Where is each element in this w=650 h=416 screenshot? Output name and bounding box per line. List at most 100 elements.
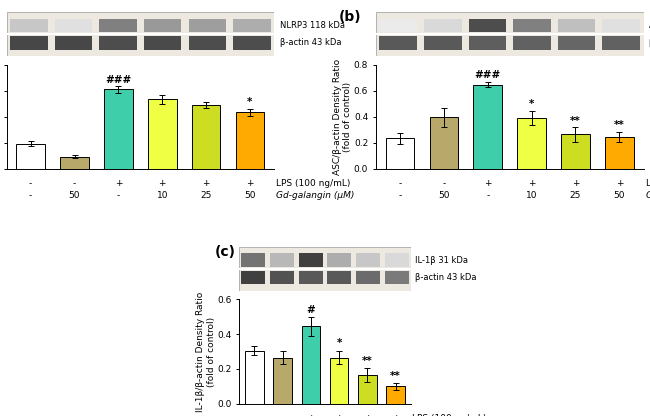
Bar <box>517 118 546 169</box>
Bar <box>424 36 462 50</box>
Bar <box>192 105 220 169</box>
Text: **: ** <box>390 371 401 381</box>
Bar <box>469 36 506 50</box>
Bar <box>385 138 414 169</box>
Bar <box>233 36 270 50</box>
Bar <box>302 326 320 404</box>
Text: #: # <box>307 305 315 314</box>
Text: +: + <box>159 179 166 188</box>
Bar <box>245 351 264 404</box>
Text: +: + <box>307 414 315 416</box>
Text: 50: 50 <box>69 191 80 200</box>
Bar <box>270 253 294 267</box>
Bar <box>386 386 405 404</box>
Text: -: - <box>398 179 402 188</box>
Text: β-actin 43 kDa: β-actin 43 kDa <box>649 38 650 47</box>
Bar <box>188 19 226 32</box>
Text: -: - <box>398 191 402 200</box>
Bar <box>469 19 506 32</box>
Text: -: - <box>253 414 256 416</box>
Bar <box>605 137 634 169</box>
Y-axis label: ASC/β-actin Density Ratio
(fold of control): ASC/β-actin Density Ratio (fold of contr… <box>333 59 352 175</box>
Bar <box>561 134 590 169</box>
Bar <box>380 19 417 32</box>
Text: LPS (100 ng/mL): LPS (100 ng/mL) <box>413 414 487 416</box>
Text: -: - <box>281 414 284 416</box>
Text: ###: ### <box>105 74 131 84</box>
Text: 10: 10 <box>526 191 538 200</box>
Bar <box>55 36 92 50</box>
Text: (c): (c) <box>214 245 236 259</box>
Text: (b): (b) <box>339 10 361 24</box>
Bar <box>298 270 322 285</box>
Bar <box>430 117 458 169</box>
Text: *: * <box>337 339 342 349</box>
Text: -: - <box>486 191 489 200</box>
Text: +: + <box>392 414 399 416</box>
Bar <box>99 36 136 50</box>
Text: +: + <box>484 179 491 188</box>
Text: -: - <box>73 179 76 188</box>
Text: ASC 22 kDa: ASC 22 kDa <box>649 21 650 30</box>
Bar <box>385 253 409 267</box>
Bar <box>328 270 352 285</box>
Text: +: + <box>335 414 343 416</box>
Bar <box>603 36 640 50</box>
Text: 50: 50 <box>438 191 450 200</box>
Bar <box>148 99 177 169</box>
Bar <box>270 270 294 285</box>
Text: ###: ### <box>474 70 501 80</box>
Bar <box>380 36 417 50</box>
Text: +: + <box>572 179 579 188</box>
Text: +: + <box>114 179 122 188</box>
Text: +: + <box>616 179 623 188</box>
Text: +: + <box>202 179 210 188</box>
Bar <box>558 36 595 50</box>
Text: 25: 25 <box>570 191 581 200</box>
Text: -: - <box>117 191 120 200</box>
Bar <box>241 253 265 267</box>
Bar <box>358 375 376 404</box>
Bar <box>10 19 47 32</box>
Text: β-actin 43 kDa: β-actin 43 kDa <box>280 38 341 47</box>
Bar <box>603 19 640 32</box>
Bar <box>558 19 595 32</box>
Text: *: * <box>248 97 253 107</box>
Bar <box>144 36 181 50</box>
Bar <box>233 19 270 32</box>
Bar <box>236 112 265 169</box>
Bar <box>514 36 551 50</box>
Text: -: - <box>29 179 32 188</box>
Text: +: + <box>246 179 254 188</box>
Bar <box>144 19 181 32</box>
Bar <box>356 253 380 267</box>
Bar <box>330 357 348 404</box>
Text: +: + <box>528 179 536 188</box>
Text: LPS (100 ng/mL): LPS (100 ng/mL) <box>645 179 650 188</box>
Bar <box>188 36 226 50</box>
Bar <box>424 19 462 32</box>
Text: 10: 10 <box>157 191 168 200</box>
Text: Gd-galangin (μM): Gd-galangin (μM) <box>645 191 650 200</box>
Bar <box>356 270 380 285</box>
Text: **: ** <box>570 116 581 126</box>
Bar <box>99 19 136 32</box>
Bar <box>55 19 92 32</box>
Text: Gd-galangin (μM): Gd-galangin (μM) <box>276 191 355 200</box>
Bar <box>473 84 502 169</box>
Bar <box>104 89 133 169</box>
Text: -: - <box>442 179 445 188</box>
Bar <box>16 144 45 169</box>
Text: -: - <box>29 191 32 200</box>
Text: 50: 50 <box>244 191 255 200</box>
Bar <box>328 253 352 267</box>
Text: β-actin 43 kDa: β-actin 43 kDa <box>415 273 476 282</box>
Bar <box>60 156 89 169</box>
Text: **: ** <box>362 356 372 366</box>
Bar <box>298 253 322 267</box>
Text: 50: 50 <box>614 191 625 200</box>
Text: LPS (100 ng/mL): LPS (100 ng/mL) <box>276 179 351 188</box>
Text: NLRP3 118 kDa: NLRP3 118 kDa <box>280 21 344 30</box>
Bar <box>385 270 409 285</box>
Bar <box>514 19 551 32</box>
